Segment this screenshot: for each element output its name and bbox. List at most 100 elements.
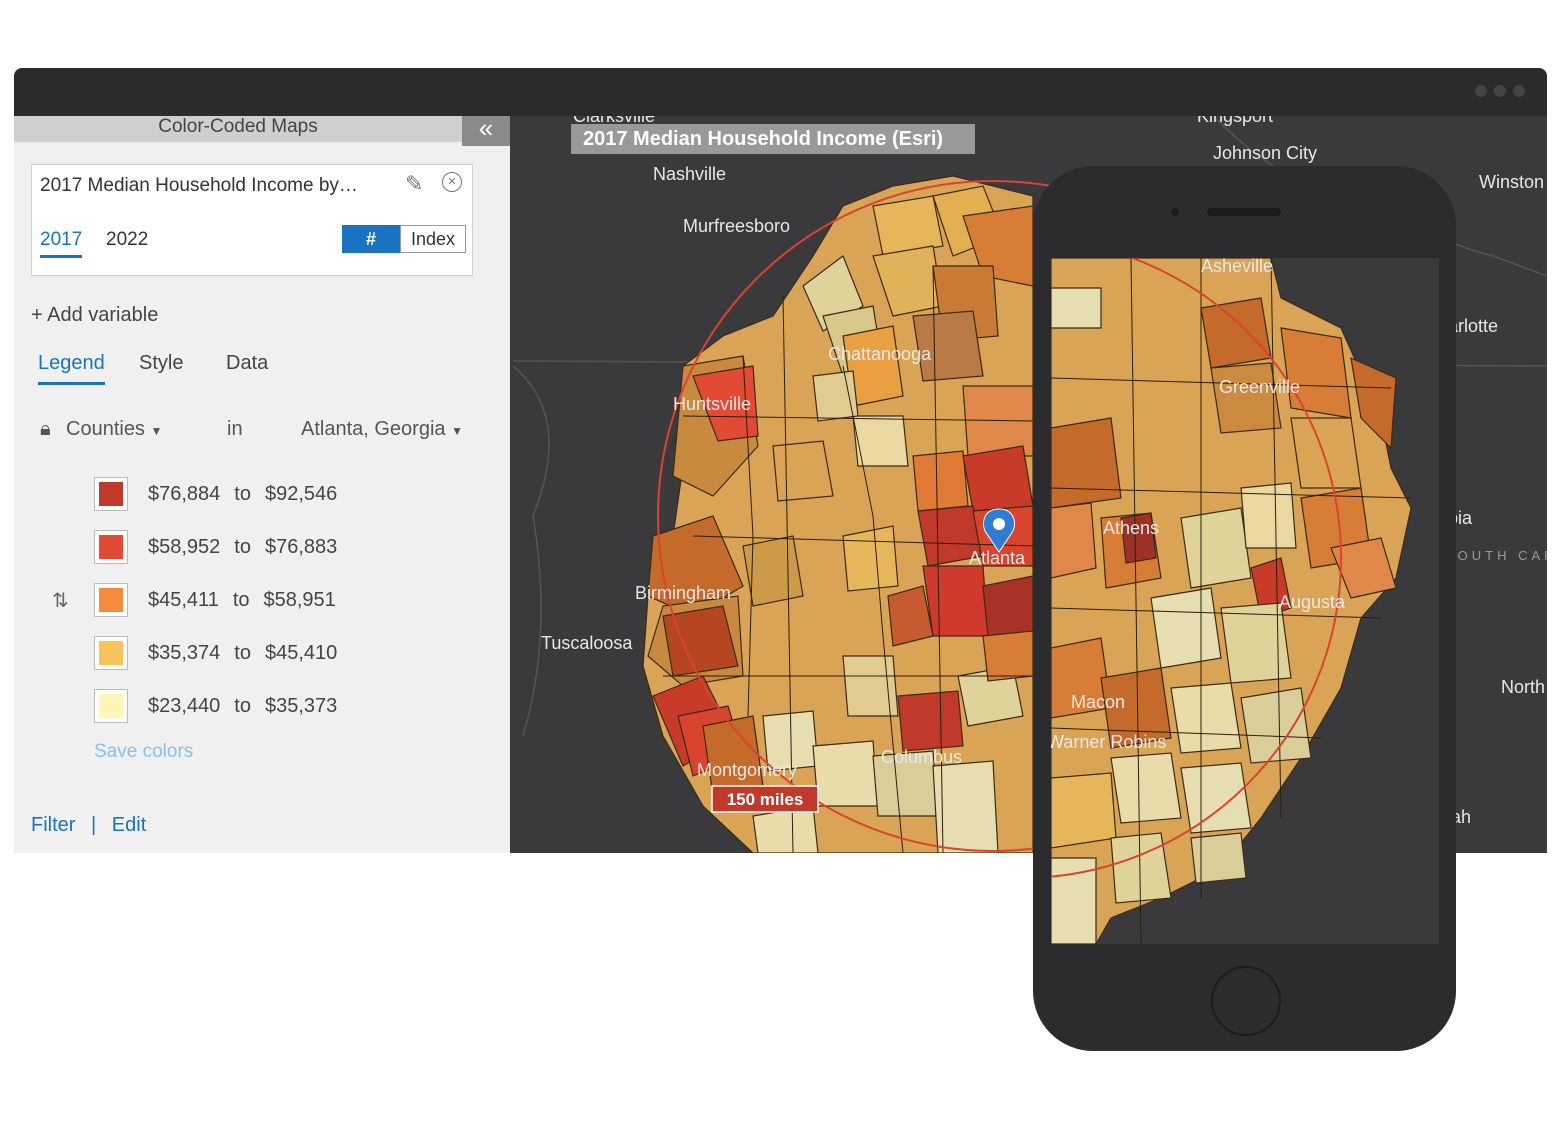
legend-to: $58,951	[263, 588, 336, 611]
legend-to-word: to	[234, 535, 251, 558]
legend-swatch	[94, 530, 128, 564]
legend-item[interactable]: $58,952 to $76,883	[94, 530, 337, 564]
geo-level-label: Counties	[66, 418, 145, 440]
legend-swatch	[94, 477, 128, 511]
radius-label-text: 150 miles	[727, 790, 804, 809]
map-title: 2017 Median Household Income (Esri)	[571, 124, 975, 154]
legend-from: $76,884	[148, 482, 221, 505]
geo-level-select[interactable]: Counties ▼	[66, 418, 162, 441]
legend-to-word: to	[234, 641, 251, 664]
city-label-athens: Athens	[1103, 518, 1159, 538]
value-toggle: # Index	[342, 225, 466, 253]
legend-swatch	[94, 583, 128, 617]
legend-color	[99, 482, 123, 506]
panel-title: Color-Coded Maps	[14, 116, 462, 142]
radius-label: 150 miles	[711, 785, 819, 813]
legend-to: $45,410	[264, 641, 338, 664]
legend-from: $58,952	[148, 535, 221, 558]
phone-mockup: Asheville Greenville Athens Augusta Maco…	[1033, 166, 1456, 1051]
filter-link[interactable]: Filter	[31, 814, 76, 836]
legend-color	[99, 641, 123, 665]
legend-item[interactable]: $76,884 to $92,546	[94, 477, 337, 511]
city-label-north: North	[1501, 677, 1545, 697]
geo-in-label: in	[227, 418, 243, 440]
phone-speaker	[1207, 208, 1281, 216]
legend-swatch	[94, 689, 128, 723]
city-label-macon: Macon	[1071, 692, 1125, 712]
footer-links: Filter | Edit	[31, 814, 146, 837]
city-label-warner-robins: Warner Robins	[1051, 732, 1166, 752]
window-dot[interactable]	[1494, 85, 1506, 97]
city-label-huntsville: Huntsville	[673, 394, 751, 414]
legend-color	[99, 694, 123, 718]
year-tab-2022[interactable]: 2022	[106, 229, 149, 250]
city-label-murfreesboro: Murfreesboro	[683, 216, 790, 236]
city-label-winston: Winston	[1479, 172, 1544, 192]
footer-separator: |	[91, 814, 97, 836]
city-label-montgomery: Montgomery	[697, 760, 797, 780]
chevron-double-left-icon[interactable]: «	[462, 115, 510, 146]
phone-county-polygons	[1051, 258, 1412, 944]
phone-camera	[1171, 208, 1179, 216]
phone-map-screen[interactable]: Asheville Greenville Athens Augusta Maco…	[1051, 258, 1439, 944]
tab-data[interactable]: Data	[226, 352, 269, 374]
variable-card: 2017 Median Household Income by… ✎ × 201…	[31, 164, 473, 276]
city-label-birmingham: Birmingham	[635, 583, 731, 603]
window-dot[interactable]	[1475, 85, 1487, 97]
city-label-atlanta: Atlanta	[969, 548, 1026, 568]
sort-icon[interactable]: ⇅	[52, 590, 69, 612]
city-label-columbus: Columbus	[881, 747, 962, 767]
legend-color	[99, 588, 123, 612]
window-controls	[1475, 85, 1525, 97]
caret-down-icon: ▼	[451, 424, 463, 438]
geo-area-label: Atlanta, Georgia	[301, 418, 446, 440]
caret-down-icon: ▼	[150, 424, 163, 438]
tab-legend[interactable]: Legend	[38, 352, 105, 385]
city-label-clarksville: Clarksville	[573, 116, 655, 126]
legend-to: $35,373	[264, 694, 338, 717]
phone-home-button[interactable]	[1211, 966, 1281, 1036]
city-label-johnson-city: Johnson City	[1213, 143, 1317, 163]
legend-from: $45,411	[148, 588, 219, 611]
legend-item[interactable]: $35,374 to $45,410	[94, 636, 337, 670]
map-pin-icon[interactable]	[983, 508, 1015, 553]
phone-radius-circle	[1051, 258, 1342, 878]
legend-from: $23,440	[148, 694, 221, 717]
legend-from: $35,374	[148, 641, 221, 664]
city-label-chattanooga: Chattanooga	[828, 344, 932, 364]
city-label-kingsport: Kingsport	[1197, 116, 1273, 126]
county-polygons	[642, 175, 1034, 853]
side-panel: Color-Coded Maps « 2017 Median Household…	[14, 115, 513, 853]
close-circle-icon[interactable]: ×	[442, 172, 462, 192]
city-label-augusta: Augusta	[1279, 592, 1346, 612]
legend-color	[99, 535, 123, 559]
edit-link[interactable]: Edit	[111, 814, 147, 836]
lock-icon: 🔒︎	[40, 418, 51, 440]
phone-map-canvas[interactable]: Asheville Greenville Athens Augusta Maco…	[1051, 258, 1439, 944]
variable-title[interactable]: 2017 Median Household Income by…	[40, 175, 358, 196]
tab-style[interactable]: Style	[139, 352, 184, 374]
geo-area-select[interactable]: Atlanta, Georgia ▼	[301, 418, 463, 441]
legend-to: $92,546	[264, 482, 338, 505]
pencil-icon[interactable]: ✎	[405, 171, 424, 196]
legend-item[interactable]: $23,440 to $35,373	[94, 689, 337, 723]
legend-swatch	[94, 636, 128, 670]
legend-to-word: to	[234, 482, 251, 505]
map-canvas[interactable]: 150 miles Clarksville Kingsport Nashvill…	[513, 116, 1547, 853]
window-titlebar	[14, 68, 1547, 116]
region-label-south-carolina: SOUTH CAROLINA	[1445, 548, 1547, 563]
save-colors-link[interactable]: Save colors	[94, 741, 194, 762]
add-variable-button[interactable]: + Add variable	[31, 304, 159, 326]
toggle-index-button[interactable]: Index	[400, 225, 466, 253]
legend-item[interactable]: $45,411 to $58,951	[94, 583, 336, 617]
city-label-greenville: Greenville	[1219, 377, 1300, 397]
phone-county-borders	[1051, 258, 1412, 944]
county-borders	[663, 265, 1034, 853]
toggle-hash-button[interactable]: #	[342, 225, 400, 253]
phone-city-labels: Asheville Greenville Athens Augusta Maco…	[1051, 258, 1346, 752]
year-tab-2017[interactable]: 2017	[40, 229, 83, 258]
city-label-nashville: Nashville	[653, 164, 726, 184]
window-dot[interactable]	[1513, 85, 1525, 97]
legend-to: $76,883	[264, 535, 338, 558]
city-label-asheville: Asheville	[1201, 258, 1273, 276]
